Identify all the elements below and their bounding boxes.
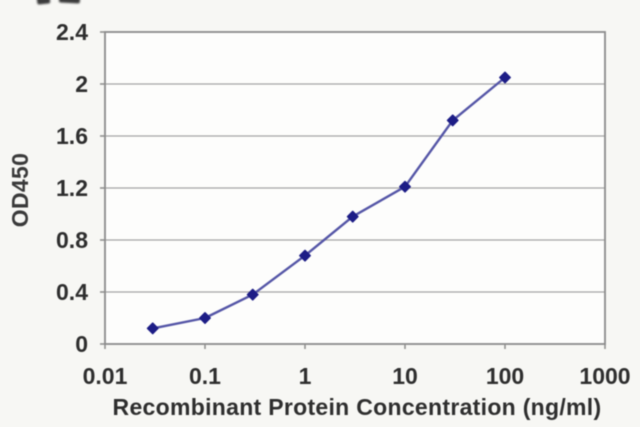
- series-line: [151, 76, 507, 330]
- data-point-marker: [246, 288, 259, 301]
- x-tick-label: 100: [486, 363, 524, 389]
- x-tick-label: 0.1: [189, 363, 221, 389]
- data-point-marker: [199, 312, 211, 324]
- x-tick-label: 1: [299, 363, 312, 389]
- data-point-marker: [399, 180, 411, 193]
- y-axis-label: OD450: [7, 153, 33, 227]
- data-point-marker: [146, 322, 159, 335]
- x-axis-label: Recombinant Protein Concentration (ng/ml…: [113, 394, 602, 420]
- y-tick-label: 0.8: [56, 227, 88, 253]
- data-point-marker: [446, 114, 459, 127]
- y-tick-label: 1.2: [56, 175, 88, 201]
- y-tick-label: 1.6: [56, 123, 88, 149]
- x-tick-label: 1000: [579, 363, 630, 389]
- y-tick-label: 2.4: [56, 19, 88, 45]
- x-tick-label: 10: [392, 363, 418, 389]
- x-tick-label: 0.01: [83, 363, 128, 389]
- data-point-marker: [346, 210, 359, 223]
- y-tick-label: 0.4: [56, 279, 88, 305]
- y-tick-label: 2: [75, 71, 88, 97]
- data-point-marker: [499, 71, 511, 84]
- y-tick-label: 0: [75, 331, 88, 357]
- data-point-marker: [299, 249, 311, 262]
